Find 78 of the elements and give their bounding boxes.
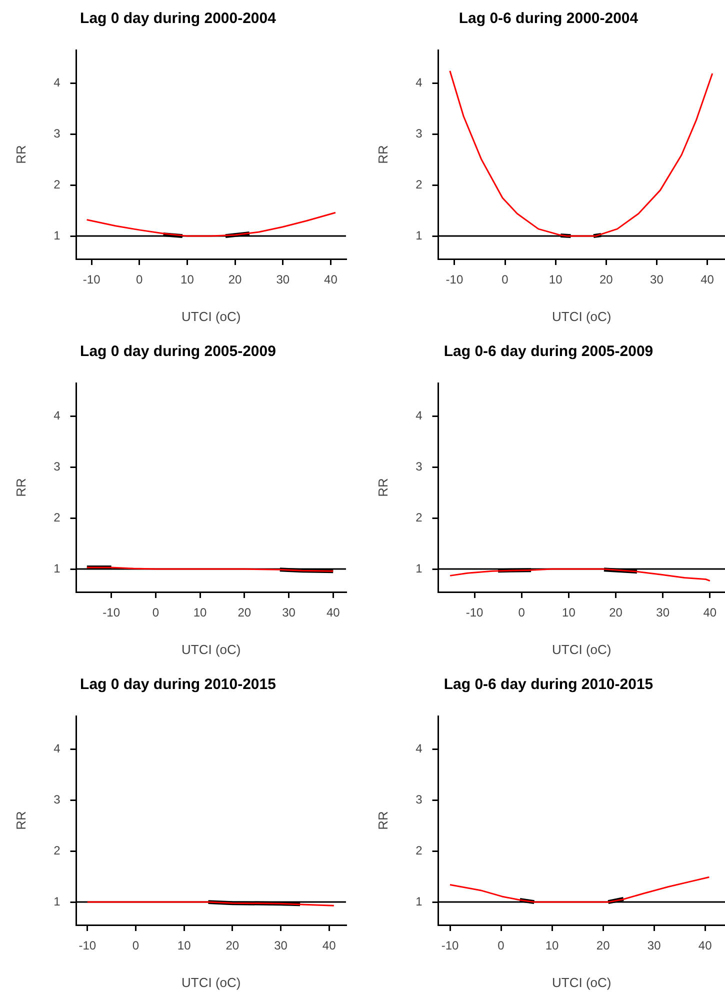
x-tick-label: 10 xyxy=(193,606,208,620)
x-tick-label: 0 xyxy=(136,272,144,287)
x-axis-title: UTCI (oC) xyxy=(182,974,241,990)
x-tick-label: 40 xyxy=(324,272,338,287)
x-tick-label: 30 xyxy=(656,606,670,620)
x-tick-label: 10 xyxy=(548,272,563,287)
x-axis-title: UTCI (oC) xyxy=(552,642,612,657)
y-tick-label: 1 xyxy=(416,228,423,242)
y-tick-label: 3 xyxy=(54,459,61,474)
y-tick-label: 3 xyxy=(416,459,423,474)
x-tick-label: 10 xyxy=(180,272,194,287)
x-axis-title: UTCI (oC) xyxy=(182,642,241,657)
y-tick-label: 2 xyxy=(54,843,61,858)
y-tick-label: 2 xyxy=(54,177,61,192)
x-tick-label: 20 xyxy=(599,272,614,287)
x-tick-label: 40 xyxy=(326,606,340,620)
x-tick-label: 0 xyxy=(518,606,526,620)
y-tick-label: 3 xyxy=(416,126,423,140)
x-tick-label: 40 xyxy=(703,606,717,620)
x-tick-label: -10 xyxy=(441,938,460,953)
x-tick-label: 0 xyxy=(498,938,505,953)
x-tick-label: 40 xyxy=(322,938,336,953)
x-axis-title: UTCI (oC) xyxy=(182,308,241,324)
y-tick-label: 4 xyxy=(54,75,61,90)
y-tick-label: 1 xyxy=(54,894,61,908)
y-tick-label: 2 xyxy=(416,510,423,524)
x-axis-title: UTCI (oC) xyxy=(552,974,612,990)
chart-title: Lag 0 day during 2000-2004 xyxy=(80,10,277,28)
x-tick-label: -10 xyxy=(446,272,464,287)
y-tick-label: 2 xyxy=(416,843,423,858)
y-tick-label: 1 xyxy=(54,561,61,576)
chart-title: Lag 0-6 day during 2005-2009 xyxy=(444,343,654,360)
y-tick-label: 4 xyxy=(54,741,61,756)
x-tick-label: 30 xyxy=(282,606,296,620)
x-tick-label: 10 xyxy=(177,938,192,953)
x-tick-label: 20 xyxy=(238,606,252,620)
y-tick-label: 4 xyxy=(54,408,61,422)
y-tick-label: 1 xyxy=(54,228,61,242)
y-tick-label: 3 xyxy=(416,792,423,806)
y-axis-title: RR xyxy=(13,478,28,497)
x-tick-label: 20 xyxy=(226,938,240,953)
y-tick-label: 2 xyxy=(54,510,61,524)
x-tick-label: 20 xyxy=(596,938,610,953)
y-tick-label: 3 xyxy=(54,792,61,806)
y-axis-title: RR xyxy=(375,478,390,497)
chart-title: Lag 0-6 during 2000-2004 xyxy=(458,10,639,28)
y-tick-label: 2 xyxy=(416,177,423,192)
x-tick-label: 0 xyxy=(152,606,160,620)
x-tick-label: 30 xyxy=(647,938,662,953)
x-tick-label: -10 xyxy=(78,938,96,953)
x-tick-label: -10 xyxy=(82,272,101,287)
y-tick-label: 1 xyxy=(416,561,423,576)
chart-title: Lag 0-6 day during 2010-2015 xyxy=(444,676,654,694)
x-tick-label: 30 xyxy=(274,938,288,953)
x-tick-label: 10 xyxy=(545,938,560,953)
y-tick-label: 4 xyxy=(416,408,423,422)
y-axis-title: RR xyxy=(375,145,390,164)
x-tick-label: 30 xyxy=(650,272,664,287)
x-tick-label: 40 xyxy=(700,272,714,287)
y-axis-title: RR xyxy=(375,811,390,830)
y-tick-label: 4 xyxy=(416,741,423,756)
x-tick-label: 30 xyxy=(276,272,290,287)
y-axis-title: RR xyxy=(13,811,28,830)
x-tick-label: -10 xyxy=(102,606,120,620)
x-tick-label: 20 xyxy=(609,606,623,620)
x-axis-title: UTCI (oC) xyxy=(552,308,612,324)
x-tick-label: 0 xyxy=(132,938,140,953)
x-tick-label: 40 xyxy=(698,938,712,953)
y-tick-label: 4 xyxy=(416,75,423,90)
x-tick-label: 0 xyxy=(502,272,509,287)
y-tick-label: 3 xyxy=(54,126,61,140)
y-tick-label: 1 xyxy=(416,894,423,908)
x-tick-label: -10 xyxy=(466,606,484,620)
chart-title: Lag 0 day during 2005-2009 xyxy=(80,343,276,360)
x-tick-label: 10 xyxy=(562,606,576,620)
y-axis-title: RR xyxy=(13,145,28,164)
x-tick-label: 20 xyxy=(228,272,242,287)
chart-title: Lag 0 day during 2010-2015 xyxy=(80,676,276,694)
